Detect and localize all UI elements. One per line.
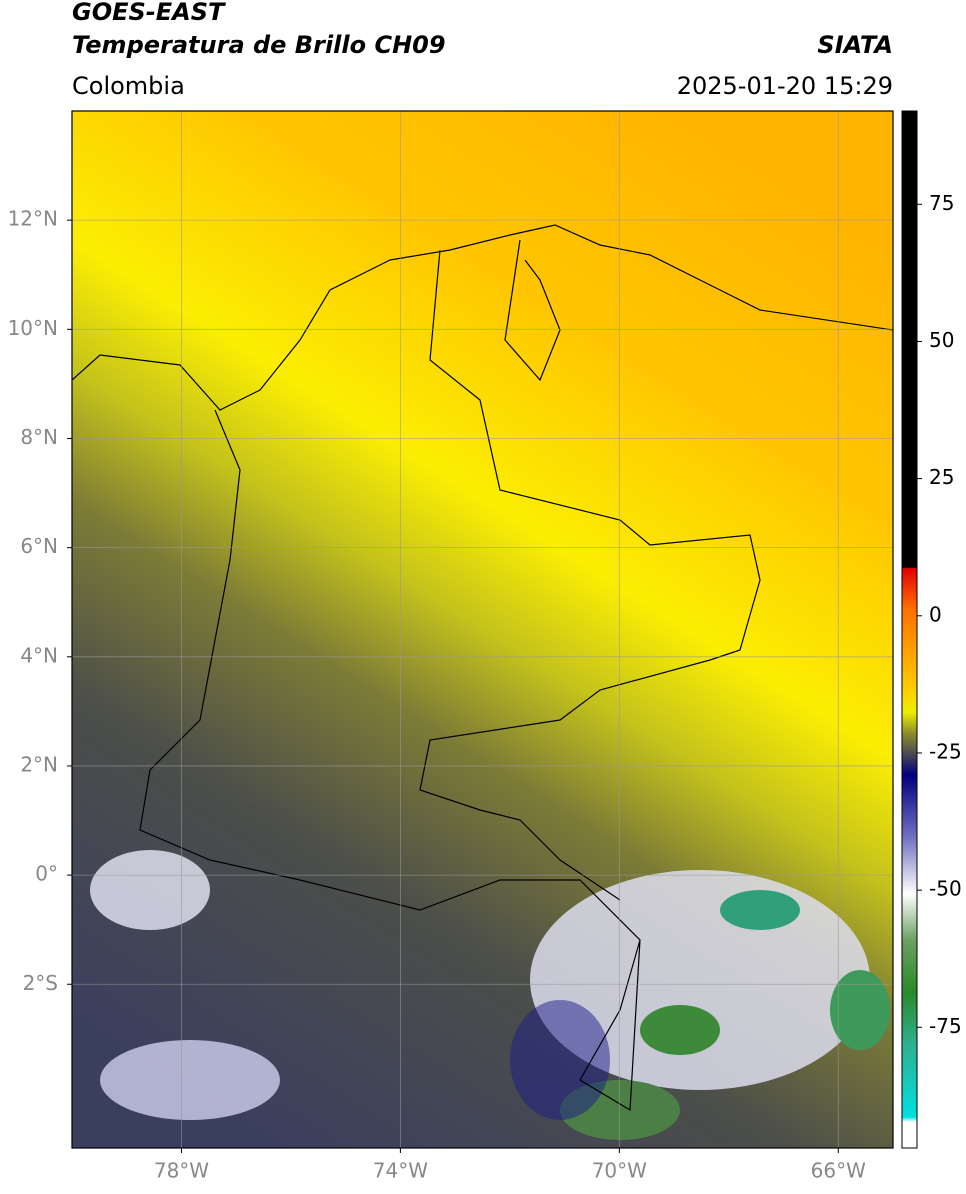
colorbar-label: 0	[929, 602, 942, 626]
x-tick-label: 66°W	[811, 1159, 866, 1183]
y-tick-label: 6°N	[20, 534, 58, 558]
x-tick-label: 70°W	[592, 1159, 647, 1183]
colorbar-label: -50	[929, 877, 962, 901]
x-tick-label: 74°W	[373, 1159, 428, 1183]
y-tick-label: 2°S	[23, 971, 58, 995]
region: Colombia	[72, 72, 185, 100]
colorbar-label: -75	[929, 1014, 962, 1038]
colorbar-label: 75	[929, 191, 954, 215]
map-frame	[71, 110, 894, 1149]
y-tick-label: 2°N	[20, 752, 58, 776]
y-tick-label: 4°N	[20, 643, 58, 667]
grid	[72, 111, 893, 1148]
title: GOES-EAST	[72, 0, 226, 26]
colorbar-label: 25	[929, 465, 954, 489]
y-tick-label: 0°	[35, 862, 58, 886]
x-tick-label: 78°W	[154, 1159, 209, 1183]
colorbar	[901, 110, 918, 1149]
y-tick-label: 8°N	[20, 425, 58, 449]
y-tick-label: 10°N	[8, 316, 58, 340]
y-tick-label: 12°N	[8, 207, 58, 231]
source: SIATA	[817, 31, 893, 59]
timestamp: 2025-01-20 15:29	[677, 72, 893, 100]
imagery	[72, 111, 893, 1148]
colorbar-label: 50	[929, 328, 954, 352]
colorbar-label: -25	[929, 739, 962, 763]
title: Temperatura de Brillo CH09	[72, 31, 446, 59]
